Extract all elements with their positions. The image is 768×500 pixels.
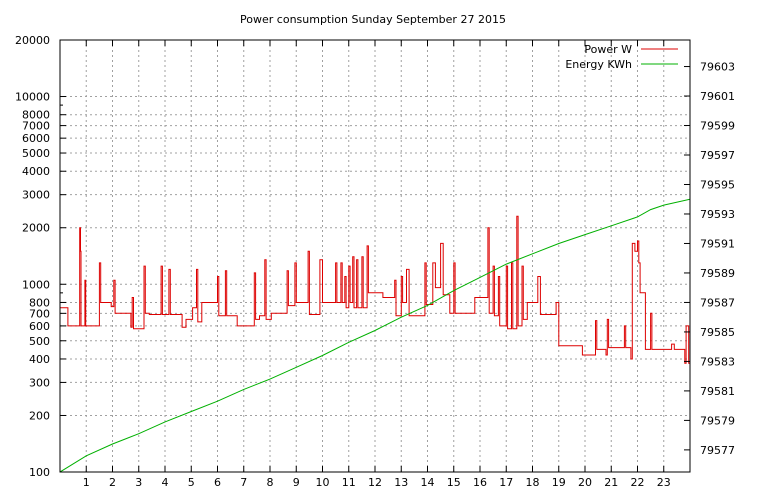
- x-tick-label: 7: [240, 476, 247, 489]
- series-line-energy-kwh: [60, 198, 690, 472]
- y-tick-label: 500: [29, 335, 50, 348]
- y-tick-label: 100: [29, 466, 50, 479]
- x-tick-label: 19: [552, 476, 566, 489]
- y-tick-label: 10000: [15, 91, 50, 104]
- plot-series: [60, 198, 690, 472]
- x-tick-label: 14: [421, 476, 435, 489]
- y-tick-label: 3000: [22, 189, 50, 202]
- y2-tick-label: 79601: [700, 90, 735, 103]
- y2-tick-label: 79593: [700, 208, 735, 221]
- y2-tick-label: 79583: [700, 355, 735, 368]
- axes: 1 2 3 4 5 6 7 8 9 10 11 12 13 14 15 16 17 18 19 20 21 22 23100…: [15, 34, 735, 489]
- y2-tick-label: 79595: [700, 178, 735, 191]
- x-tick-label: 22: [631, 476, 645, 489]
- x-tick-label: 10: [316, 476, 330, 489]
- y-tick-label: 7000: [22, 120, 50, 133]
- y2-tick-label: 79589: [700, 267, 735, 280]
- y-tick-label: 200: [29, 409, 50, 422]
- y2-tick-label: 79603: [700, 61, 735, 74]
- x-tick-label: 21: [604, 476, 618, 489]
- y-tick-label: 6000: [22, 132, 50, 145]
- x-tick-label: 11: [342, 476, 356, 489]
- y2-tick-label: 79577: [700, 444, 735, 457]
- y2-tick-label: 79591: [700, 237, 735, 250]
- y-tick-label: 800: [29, 296, 50, 309]
- x-tick-label: 1: [83, 476, 90, 489]
- y2-tick-label: 79581: [700, 385, 735, 398]
- y2-tick-label: 79579: [700, 414, 735, 427]
- x-tick-label: 15: [447, 476, 461, 489]
- y-tick-label: 5000: [22, 147, 50, 160]
- y-tick-label: 8000: [22, 109, 50, 122]
- y2-tick-label: 79599: [700, 120, 735, 133]
- x-tick-label: 9: [293, 476, 300, 489]
- series-line-power-w: [60, 215, 690, 364]
- x-tick-label: 23: [657, 476, 671, 489]
- x-tick-label: 2: [109, 476, 116, 489]
- y-tick-label: 300: [29, 376, 50, 389]
- y-tick-label: 600: [29, 320, 50, 333]
- x-tick-label: 12: [368, 476, 382, 489]
- x-tick-label: 18: [526, 476, 540, 489]
- x-tick-label: 17: [499, 476, 513, 489]
- y-tick-label: 2000: [22, 222, 50, 235]
- grid: [60, 40, 690, 472]
- x-tick-label: 6: [214, 476, 221, 489]
- legend-label: Power W: [584, 43, 632, 56]
- chart-title: Power consumption Sunday September 27 20…: [240, 13, 506, 26]
- y-tick-label: 1000: [22, 278, 50, 291]
- x-tick-label: 13: [394, 476, 408, 489]
- y2-tick-label: 79597: [700, 149, 735, 162]
- x-tick-label: 4: [162, 476, 169, 489]
- x-tick-label: 3: [135, 476, 142, 489]
- y-tick-label: 700: [29, 307, 50, 320]
- x-tick-label: 20: [578, 476, 592, 489]
- y-tick-label: 20000: [15, 34, 50, 47]
- legend: Power W Energy KWh: [565, 43, 678, 71]
- y2-tick-label: 79587: [700, 296, 735, 309]
- x-tick-label: 5: [188, 476, 195, 489]
- x-tick-label: 16: [473, 476, 487, 489]
- x-tick-label: 8: [267, 476, 274, 489]
- y-tick-label: 400: [29, 353, 50, 366]
- y2-tick-label: 79585: [700, 326, 735, 339]
- plot-frame: [59, 39, 691, 473]
- legend-label: Energy KWh: [565, 58, 632, 71]
- y-tick-label: 4000: [22, 165, 50, 178]
